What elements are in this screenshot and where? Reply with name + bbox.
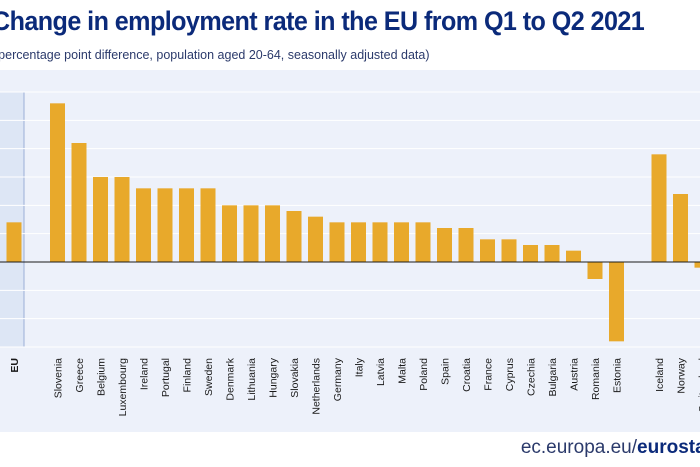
category-label: Hungary — [268, 357, 280, 397]
category-label: Cyprus — [504, 358, 516, 391]
bar-france — [480, 239, 495, 262]
category-label: Ireland — [139, 358, 151, 390]
category-label: Latvia — [375, 358, 387, 386]
category-label: Austria — [569, 358, 581, 391]
bar-ireland — [136, 188, 151, 262]
category-label: Lithuania — [246, 358, 258, 401]
category-label: Germany — [332, 357, 344, 401]
category-label: Slovenia — [53, 358, 65, 398]
chart-subtitle: (percentage point difference, population… — [0, 48, 430, 62]
bar-slovakia — [286, 211, 302, 262]
bar-denmark — [222, 205, 237, 262]
bar-netherlands — [308, 216, 323, 262]
source-bold: eurostat — [637, 437, 700, 458]
bar-croatia — [458, 228, 474, 262]
bar-italy — [351, 222, 366, 262]
category-label: Malta — [397, 358, 409, 384]
bar-finland — [179, 188, 194, 262]
bar-hungary — [265, 205, 280, 262]
category-label: Croatia — [461, 358, 473, 392]
category-label: Estonia — [612, 358, 624, 393]
bar-slovenia — [50, 103, 65, 262]
source-footer: ec.europa.eu/eurostat — [521, 437, 700, 459]
bar-greece — [71, 143, 87, 262]
category-label: Czechia — [526, 358, 538, 396]
category-label: Greece — [74, 358, 86, 393]
category-label: Portugal — [160, 358, 172, 397]
category-label: Switzerland — [697, 358, 700, 412]
bar-germany — [329, 222, 345, 262]
category-label: Denmark — [225, 357, 237, 400]
bar-iceland — [651, 154, 667, 262]
bar-sweden — [200, 188, 216, 262]
category-label: Slovakia — [289, 358, 301, 398]
category-label: Spain — [440, 358, 452, 385]
chart-title: Change in employment rate in the EU from… — [0, 6, 645, 36]
category-label: Italy — [354, 357, 366, 377]
bar-norway — [673, 194, 688, 262]
category-label: Poland — [418, 358, 430, 391]
category-label: Netherlands — [311, 358, 323, 415]
category-label: Bulgaria — [547, 358, 559, 397]
bar-belgium — [93, 177, 108, 262]
bar-latvia — [372, 222, 388, 262]
category-label: France — [483, 358, 495, 391]
bar-spain — [437, 228, 452, 262]
source-prefix: ec.europa.eu/ — [520, 437, 638, 458]
bar-bulgaria — [544, 245, 560, 262]
bar-poland — [415, 222, 431, 262]
category-label: EU — [9, 358, 21, 373]
category-label: Norway — [676, 357, 688, 393]
category-label: Luxembourg — [117, 358, 129, 417]
bar-eu — [6, 222, 22, 262]
category-label: Romania — [590, 358, 602, 400]
bar-malta — [394, 222, 409, 262]
category-label: Finland — [182, 358, 194, 393]
bar-estonia — [609, 262, 624, 342]
bar-romania — [587, 262, 603, 279]
bar-portugal — [157, 188, 173, 262]
eu-highlight-band — [0, 92, 24, 347]
category-label: Belgium — [96, 358, 108, 396]
bar-czechia — [523, 245, 538, 262]
category-label: Sweden — [203, 358, 215, 396]
category-label: Iceland — [654, 358, 666, 392]
bar-cyprus — [501, 239, 517, 262]
bar-luxembourg — [114, 177, 130, 262]
bar-switzerland — [694, 262, 700, 268]
bar-austria — [566, 250, 581, 262]
bar-lithuania — [243, 205, 259, 262]
